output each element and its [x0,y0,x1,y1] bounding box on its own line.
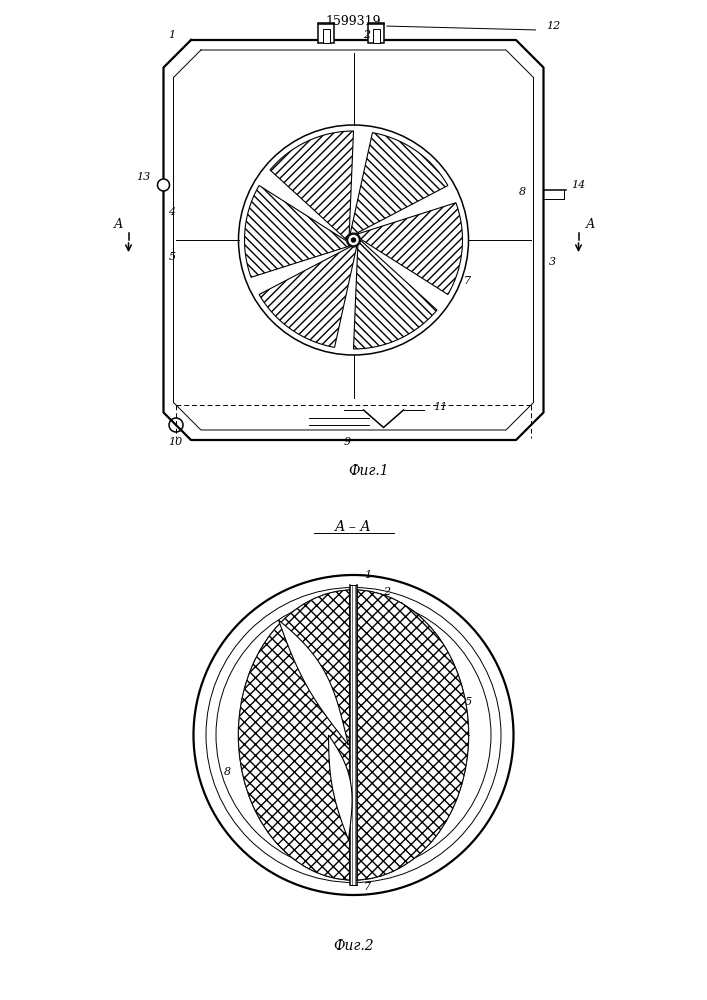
Text: 7: 7 [464,276,471,286]
Text: 10: 10 [168,437,182,447]
Polygon shape [354,240,437,349]
Text: 1: 1 [365,570,372,580]
Text: 1: 1 [168,29,175,39]
Bar [350,585,357,885]
Polygon shape [245,186,350,277]
Polygon shape [270,131,354,240]
Text: А – А: А – А [335,520,372,534]
Circle shape [351,238,356,242]
Circle shape [238,125,469,355]
Text: 2: 2 [383,587,391,597]
Polygon shape [357,203,462,294]
Text: 8: 8 [518,187,525,197]
Bar [318,23,334,42]
Text: 8: 8 [223,767,230,777]
Text: 2: 2 [363,29,370,39]
Text: 13: 13 [136,172,151,182]
Polygon shape [238,590,354,880]
Text: А: А [586,218,595,231]
Circle shape [169,418,183,432]
Bar [322,28,329,42]
Text: 5: 5 [168,252,175,262]
Polygon shape [279,620,349,745]
Text: 14: 14 [571,180,585,190]
Text: 11: 11 [433,402,448,412]
Polygon shape [259,246,357,347]
Polygon shape [350,133,448,234]
Circle shape [348,234,359,246]
Ellipse shape [238,590,469,880]
Circle shape [158,179,170,191]
Text: 4: 4 [168,207,175,217]
Text: А: А [114,218,123,231]
Text: 5: 5 [396,602,403,612]
Text: 12: 12 [546,21,560,31]
Text: Фиг.2: Фиг.2 [333,939,374,953]
Polygon shape [329,735,352,840]
Bar [373,28,380,42]
Text: 9: 9 [344,437,351,447]
Text: 7: 7 [363,882,370,892]
Text: 3: 3 [549,257,556,267]
Text: 15: 15 [459,697,473,707]
Bar [368,23,384,42]
Text: Фиг.1: Фиг.1 [348,464,389,478]
Text: 1599319: 1599319 [326,15,381,28]
Circle shape [206,587,501,882]
Polygon shape [354,590,469,880]
